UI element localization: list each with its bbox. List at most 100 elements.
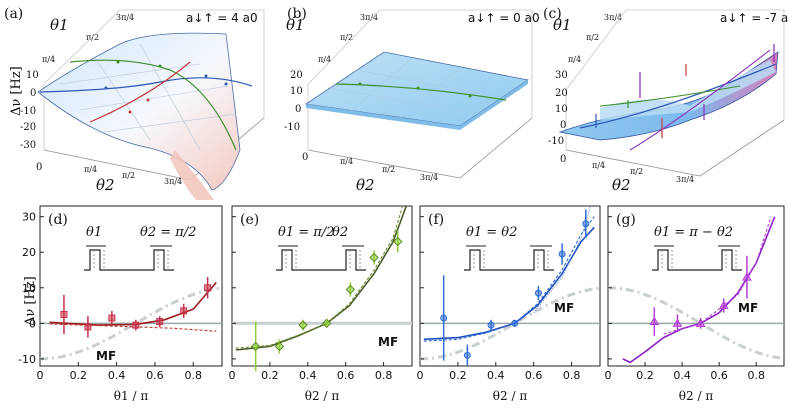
x-tick-label: 0.6 (525, 369, 543, 382)
pulse-shifted (285, 250, 361, 270)
x-tick-label: 0.2 (636, 369, 654, 382)
panel-b-theta2: θ2 (356, 176, 375, 194)
theory-curve (235, 205, 404, 349)
data-point (463, 351, 471, 359)
theory-curve (423, 226, 595, 341)
data-point (369, 252, 379, 263)
x-tick-label: 0.6 (710, 369, 728, 382)
surface-a-markers (104, 60, 228, 114)
mf-label: MF (738, 301, 758, 315)
data-point (511, 319, 519, 327)
mf-curve (608, 286, 785, 360)
panel-b-bot-tick: 0 (302, 152, 308, 163)
mf-curve (39, 286, 223, 361)
data-point (156, 318, 164, 326)
data-point (274, 341, 285, 352)
data-point (393, 236, 403, 247)
x-tick-label: 0.8 (375, 369, 393, 382)
pulse-shifted (473, 250, 549, 270)
panel-a-bot-tick: 3π/4 (164, 177, 182, 186)
panel-a-ztick: -30 (20, 140, 36, 151)
data-point (108, 314, 116, 322)
pulse-shifted (661, 250, 737, 270)
chart-f: MF 0 0.2 0.4 0.6 0.8 θ2 / π (f) θ1 = θ2 (417, 205, 601, 403)
x-tick-label: 0 (229, 369, 236, 382)
theory-curve (235, 205, 408, 351)
data-point (742, 272, 752, 281)
panel-b-top-tick: π/4 (318, 55, 331, 64)
x-tick-label: 0.6 (146, 369, 164, 382)
panel-b-ztick: 20 (290, 70, 303, 81)
theory-curve (49, 281, 217, 326)
data-point (487, 321, 495, 329)
data-point (60, 310, 68, 318)
x-tick-label: 0.8 (747, 369, 765, 382)
x-tick-label: 0 (37, 369, 44, 382)
panel-a: (a) a↓↑ = 4 a0 θ1 π/4 π/2 3π/4 Δν [Hz] 1… (4, 6, 265, 200)
panel-b-bot-tick: π/2 (382, 165, 395, 174)
pulse-schematic (652, 249, 742, 271)
data-point (582, 220, 590, 228)
panel-a-zlabel: Δν [Hz] (9, 66, 24, 116)
chart-g: MF 0 0.2 0.4 0.6 0.8 θ2 / π (g) θ1 = π − θ2 (605, 205, 785, 403)
panel-c-top-tick: 3π/4 (604, 13, 622, 22)
mf-label: MF (378, 335, 398, 349)
inset-left-label: θ1 (86, 225, 102, 240)
panel-b-ztick: 0 (295, 104, 301, 115)
panel-c-ztick: 20 (555, 88, 568, 99)
inset-right-label: θ2 (332, 225, 348, 240)
panel-c-top-tick: π/4 (568, 55, 581, 64)
panel-a-param: a↓↑ = 4 a0 (186, 11, 258, 25)
chart-e: MF 0 0.2 0.4 0.6 0.8 θ2 / π (e) θ1 = π/2θ2 (229, 205, 413, 403)
panel-label: (e) (240, 212, 259, 228)
data-point (322, 318, 332, 329)
plot-frame (419, 205, 601, 367)
x-tick-label: 0 (417, 369, 424, 382)
data-point (132, 321, 140, 329)
panel-a-ztick: -10 (20, 106, 36, 117)
panel-a-theta2: θ2 (96, 176, 115, 194)
panel-c-top-tick: π/2 (586, 33, 599, 42)
data-point (345, 284, 356, 295)
panel-a-ztick: -20 (20, 122, 36, 133)
panel-a-label: (a) (4, 6, 23, 22)
panel-b-top-tick: 3π/4 (360, 13, 378, 22)
panel-a-theta1: θ1 (50, 16, 69, 34)
panel-c-bot-tick: π/4 (592, 161, 605, 170)
mf-label: MF (554, 301, 574, 315)
data-point (250, 341, 261, 352)
panel-b-label: (b) (287, 6, 307, 22)
inset-right-label: θ2 = π/2 (140, 225, 196, 240)
panel-a-bot-tick: π/4 (84, 165, 97, 174)
x-tick-label: 0.2 (70, 369, 88, 382)
panel-c-theta1: θ1 (553, 16, 572, 34)
panel-c-bot-tick: π/2 (630, 167, 643, 176)
panel-a-top-tick: π/4 (42, 55, 55, 64)
plot-frame (39, 205, 223, 367)
panel-c-ztick: 0 (560, 120, 566, 131)
inset-left-label: θ1 = θ2 (466, 225, 517, 240)
panel-b-theta1: θ1 (286, 16, 305, 34)
pulse-schematic (464, 249, 554, 271)
x-axis-label: θ2 / π (493, 389, 528, 403)
panel-a-bot-tick: π/2 (122, 171, 135, 180)
y-tick-label: 20 (22, 246, 36, 259)
panel-c-bot-tick: 0 (560, 154, 566, 165)
x-tick-label: 0.2 (449, 369, 467, 382)
x-tick-label: 0.4 (487, 369, 505, 382)
panel-c-ztick: -10 (548, 136, 564, 147)
y-tick-label: -10 (18, 353, 36, 366)
mf-label: MF (96, 349, 116, 363)
data-point (534, 289, 542, 297)
panel-b-bot-tick: 3π/4 (420, 173, 438, 182)
x-tick-label: 0 (605, 369, 612, 382)
panel-label: (d) (48, 212, 68, 228)
x-tick-label: 0.8 (563, 369, 581, 382)
panel-a-ztick: 0 (30, 88, 36, 99)
panel-c-label: (c) (543, 6, 562, 22)
panel-c-theta2: θ2 (612, 176, 631, 194)
x-tick-label: 0.4 (108, 369, 126, 382)
data-point (718, 300, 729, 310)
